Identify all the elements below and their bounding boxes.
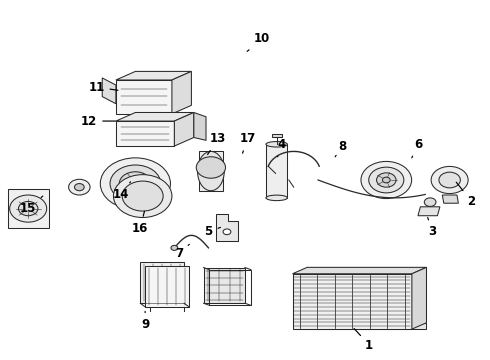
Polygon shape: [8, 189, 49, 228]
Text: 15: 15: [20, 196, 43, 215]
Polygon shape: [174, 112, 194, 146]
Text: 4: 4: [277, 138, 286, 157]
Circle shape: [69, 179, 90, 195]
Polygon shape: [116, 121, 174, 146]
Text: 16: 16: [132, 211, 148, 235]
Circle shape: [19, 202, 38, 216]
Ellipse shape: [266, 195, 288, 201]
Text: 12: 12: [81, 114, 116, 127]
Text: 7: 7: [175, 244, 189, 260]
Circle shape: [369, 167, 404, 193]
Circle shape: [439, 172, 460, 188]
Polygon shape: [293, 267, 426, 274]
Polygon shape: [307, 323, 426, 329]
Polygon shape: [145, 266, 189, 307]
Polygon shape: [116, 112, 194, 121]
Ellipse shape: [197, 152, 224, 191]
Text: 11: 11: [88, 81, 118, 94]
Circle shape: [424, 198, 436, 206]
Polygon shape: [194, 112, 206, 140]
Circle shape: [122, 181, 163, 211]
Circle shape: [223, 229, 231, 235]
Circle shape: [376, 173, 396, 187]
Circle shape: [10, 195, 47, 222]
Circle shape: [114, 175, 172, 217]
Polygon shape: [216, 214, 238, 241]
Circle shape: [110, 165, 161, 202]
Polygon shape: [203, 267, 245, 303]
Text: 1: 1: [354, 329, 373, 351]
Text: 6: 6: [412, 138, 422, 158]
Polygon shape: [266, 144, 288, 198]
Polygon shape: [140, 262, 184, 303]
Text: 2: 2: [456, 182, 476, 208]
Ellipse shape: [266, 141, 288, 147]
Text: 13: 13: [208, 132, 226, 154]
Text: 10: 10: [247, 32, 270, 51]
Circle shape: [119, 172, 151, 195]
Polygon shape: [272, 134, 282, 137]
Polygon shape: [172, 71, 192, 114]
Text: 3: 3: [428, 217, 437, 238]
Circle shape: [74, 184, 84, 191]
Text: 17: 17: [239, 132, 256, 153]
Polygon shape: [412, 267, 426, 329]
Circle shape: [382, 177, 390, 183]
Circle shape: [126, 177, 144, 190]
Polygon shape: [199, 152, 223, 191]
Text: 14: 14: [113, 182, 130, 201]
Circle shape: [171, 246, 178, 250]
Circle shape: [431, 166, 468, 194]
Circle shape: [100, 158, 171, 209]
Polygon shape: [116, 71, 192, 80]
Polygon shape: [102, 78, 116, 104]
Text: 8: 8: [335, 140, 346, 157]
Text: 9: 9: [141, 311, 149, 331]
Polygon shape: [116, 80, 172, 114]
Text: 5: 5: [204, 225, 220, 238]
Circle shape: [196, 157, 225, 178]
Polygon shape: [442, 195, 459, 203]
Circle shape: [361, 161, 412, 199]
Polygon shape: [293, 274, 412, 329]
Polygon shape: [418, 207, 440, 216]
